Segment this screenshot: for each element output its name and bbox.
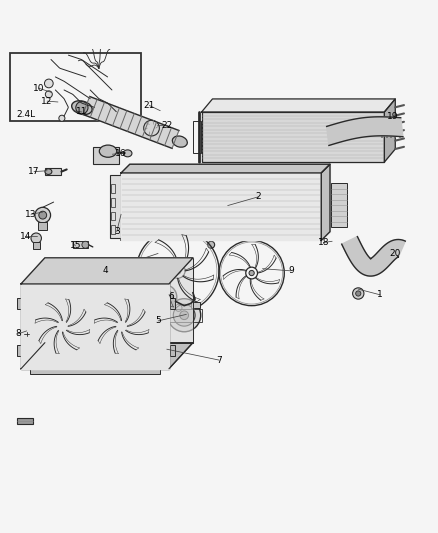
Polygon shape	[130, 164, 330, 232]
Circle shape	[31, 233, 42, 244]
Bar	[21, 284, 169, 369]
Circle shape	[157, 289, 173, 305]
Ellipse shape	[99, 145, 117, 157]
Text: 17: 17	[28, 167, 40, 176]
Circle shape	[82, 108, 89, 115]
Ellipse shape	[172, 136, 187, 147]
Polygon shape	[21, 343, 193, 369]
Polygon shape	[201, 112, 385, 162]
Text: 16: 16	[115, 149, 127, 158]
Text: 14: 14	[20, 231, 31, 240]
Circle shape	[174, 268, 181, 274]
Circle shape	[35, 207, 50, 223]
Bar	[166, 309, 202, 322]
Text: 2.4L: 2.4L	[17, 110, 36, 119]
Polygon shape	[121, 173, 321, 240]
Polygon shape	[21, 284, 169, 369]
Text: 13: 13	[25, 210, 37, 219]
Text: 4: 4	[103, 266, 109, 276]
Text: 15: 15	[70, 241, 81, 250]
Text: 1: 1	[377, 290, 383, 300]
Bar	[121, 173, 321, 240]
Text: 18: 18	[318, 238, 329, 247]
Circle shape	[162, 294, 168, 300]
Text: 22: 22	[161, 120, 173, 130]
Circle shape	[208, 241, 215, 248]
Text: 20: 20	[389, 249, 401, 258]
Text: 10: 10	[33, 84, 44, 93]
Circle shape	[39, 211, 47, 219]
Bar	[193, 120, 201, 154]
Bar	[17, 417, 33, 424]
Polygon shape	[321, 164, 330, 240]
Text: 19: 19	[387, 112, 399, 121]
Bar	[111, 198, 116, 207]
Ellipse shape	[45, 169, 52, 174]
Circle shape	[82, 241, 89, 248]
Circle shape	[249, 270, 254, 276]
Text: 2: 2	[255, 192, 261, 201]
Circle shape	[152, 285, 177, 309]
Circle shape	[46, 91, 52, 98]
Polygon shape	[385, 99, 395, 162]
Bar	[191, 302, 200, 308]
Text: 9: 9	[288, 266, 294, 276]
Text: 3: 3	[114, 227, 120, 236]
Bar	[170, 345, 176, 356]
Text: 5: 5	[155, 317, 161, 326]
Circle shape	[168, 298, 201, 332]
Bar	[110, 175, 121, 238]
Bar	[93, 147, 119, 164]
Bar	[10, 53, 141, 120]
Polygon shape	[201, 99, 395, 112]
Bar	[111, 225, 116, 234]
Bar	[30, 367, 160, 374]
Circle shape	[59, 115, 65, 122]
Circle shape	[353, 288, 364, 299]
Circle shape	[76, 102, 88, 114]
Ellipse shape	[72, 101, 92, 115]
Text: 7: 7	[216, 356, 222, 365]
Bar	[111, 212, 116, 220]
Circle shape	[173, 304, 195, 326]
Polygon shape	[83, 96, 179, 148]
Bar	[45, 168, 61, 175]
Text: 6: 6	[168, 293, 174, 302]
Polygon shape	[21, 258, 193, 284]
Circle shape	[119, 324, 124, 329]
Text: 11: 11	[76, 108, 88, 117]
Bar	[39, 222, 47, 230]
Text: 8: 8	[15, 329, 21, 338]
Text: 21: 21	[144, 101, 155, 110]
Bar	[331, 183, 347, 228]
Bar	[111, 184, 116, 193]
Polygon shape	[327, 117, 403, 146]
Bar	[170, 298, 176, 309]
Ellipse shape	[123, 150, 132, 157]
Text: 12: 12	[42, 96, 53, 106]
Polygon shape	[121, 164, 330, 173]
Polygon shape	[342, 237, 405, 276]
Bar	[33, 242, 40, 249]
Circle shape	[45, 79, 53, 88]
Bar	[73, 241, 88, 248]
Polygon shape	[45, 258, 193, 343]
Bar	[18, 298, 23, 309]
Circle shape	[60, 324, 65, 329]
Circle shape	[180, 311, 188, 320]
Circle shape	[23, 330, 31, 338]
Bar	[18, 345, 23, 356]
Bar	[201, 112, 385, 162]
Circle shape	[356, 291, 361, 296]
